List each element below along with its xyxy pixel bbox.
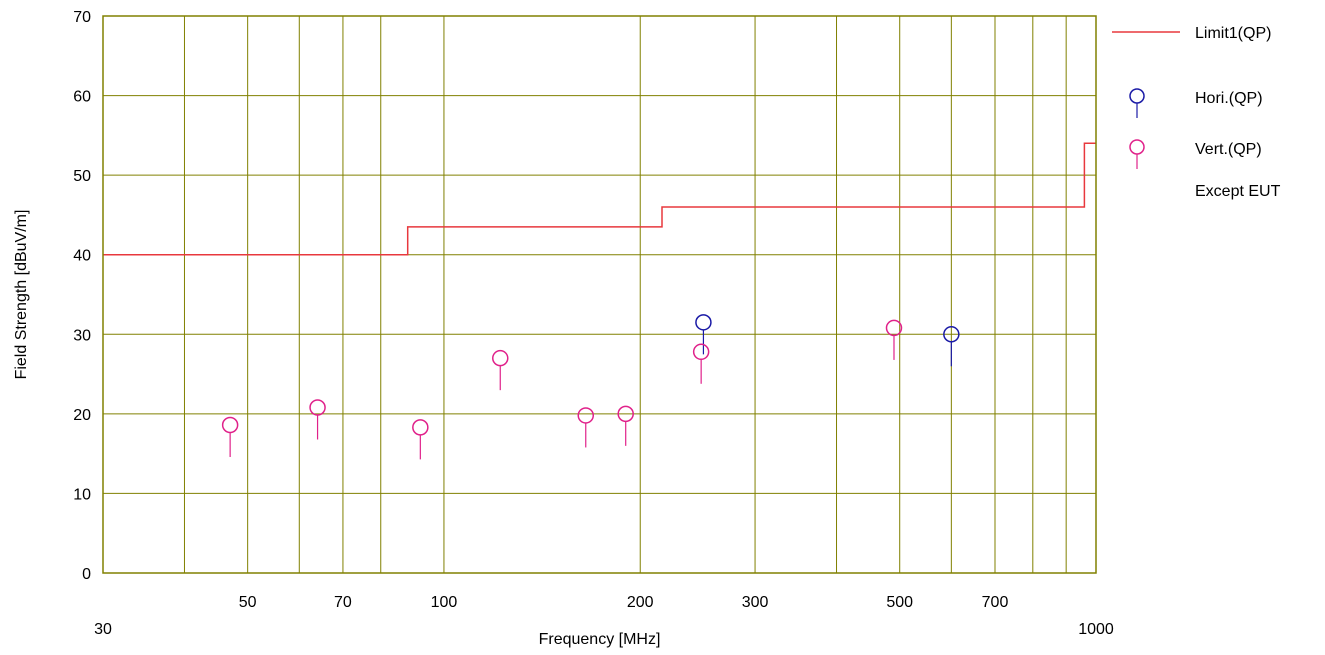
y-tick-label: 0 bbox=[82, 566, 91, 583]
vert-point bbox=[221, 416, 239, 457]
hori-point bbox=[943, 326, 960, 367]
y-tick-label: 30 bbox=[73, 327, 91, 344]
vert-point bbox=[492, 349, 509, 391]
x-tick-label: 300 bbox=[742, 594, 769, 611]
legend-hori-label: Hori.(QP) bbox=[1195, 90, 1263, 107]
x-tick-label: 700 bbox=[982, 594, 1009, 611]
vert-point bbox=[577, 407, 595, 448]
vert-point bbox=[617, 405, 634, 446]
limit-line-layer bbox=[103, 142, 1096, 256]
plot-frame bbox=[102, 15, 1097, 574]
x-tick-labels: 30 50 70 100 200 300 500 700 1000 bbox=[94, 594, 1114, 638]
x-axis-title: Frequency [MHz] bbox=[539, 631, 661, 648]
y-tick-label: 20 bbox=[73, 407, 91, 424]
grid bbox=[103, 15, 1096, 574]
y-tick-label: 60 bbox=[73, 89, 91, 106]
y-tick-labels: 0 10 20 30 40 50 60 70 bbox=[73, 9, 91, 583]
y-tick-label: 10 bbox=[73, 486, 91, 503]
vert-point bbox=[412, 419, 429, 460]
legend-annotation: Except EUT bbox=[1195, 183, 1281, 200]
vert-point bbox=[692, 343, 710, 384]
y-tick-label: 40 bbox=[73, 248, 91, 265]
y-tick-label: 70 bbox=[73, 9, 91, 26]
x-tick-label: 50 bbox=[239, 594, 257, 611]
legend-vert-marker bbox=[1129, 139, 1145, 169]
x-tick-label: 1000 bbox=[1078, 621, 1114, 638]
x-tick-label: 30 bbox=[94, 621, 112, 638]
x-tick-label: 200 bbox=[627, 594, 654, 611]
legend-hori-marker bbox=[1129, 88, 1145, 118]
y-axis-title: Field Strength [dBuV/m] bbox=[13, 210, 30, 380]
vert-point bbox=[885, 319, 903, 360]
x-tick-label: 100 bbox=[431, 594, 458, 611]
limit-line bbox=[103, 142, 1096, 256]
x-tick-label: 70 bbox=[334, 594, 352, 611]
legend-limit-label: Limit1(QP) bbox=[1195, 25, 1271, 42]
hori-point bbox=[695, 314, 712, 355]
x-tick-label: 500 bbox=[886, 594, 913, 611]
legend-vert-label: Vert.(QP) bbox=[1195, 141, 1262, 158]
y-tick-label: 50 bbox=[73, 168, 91, 185]
vert-point bbox=[309, 399, 326, 440]
data-points-layer bbox=[221, 314, 960, 460]
legend: Limit1(QP) Hori.(QP) Vert.(QP) Except EU… bbox=[1112, 25, 1281, 200]
